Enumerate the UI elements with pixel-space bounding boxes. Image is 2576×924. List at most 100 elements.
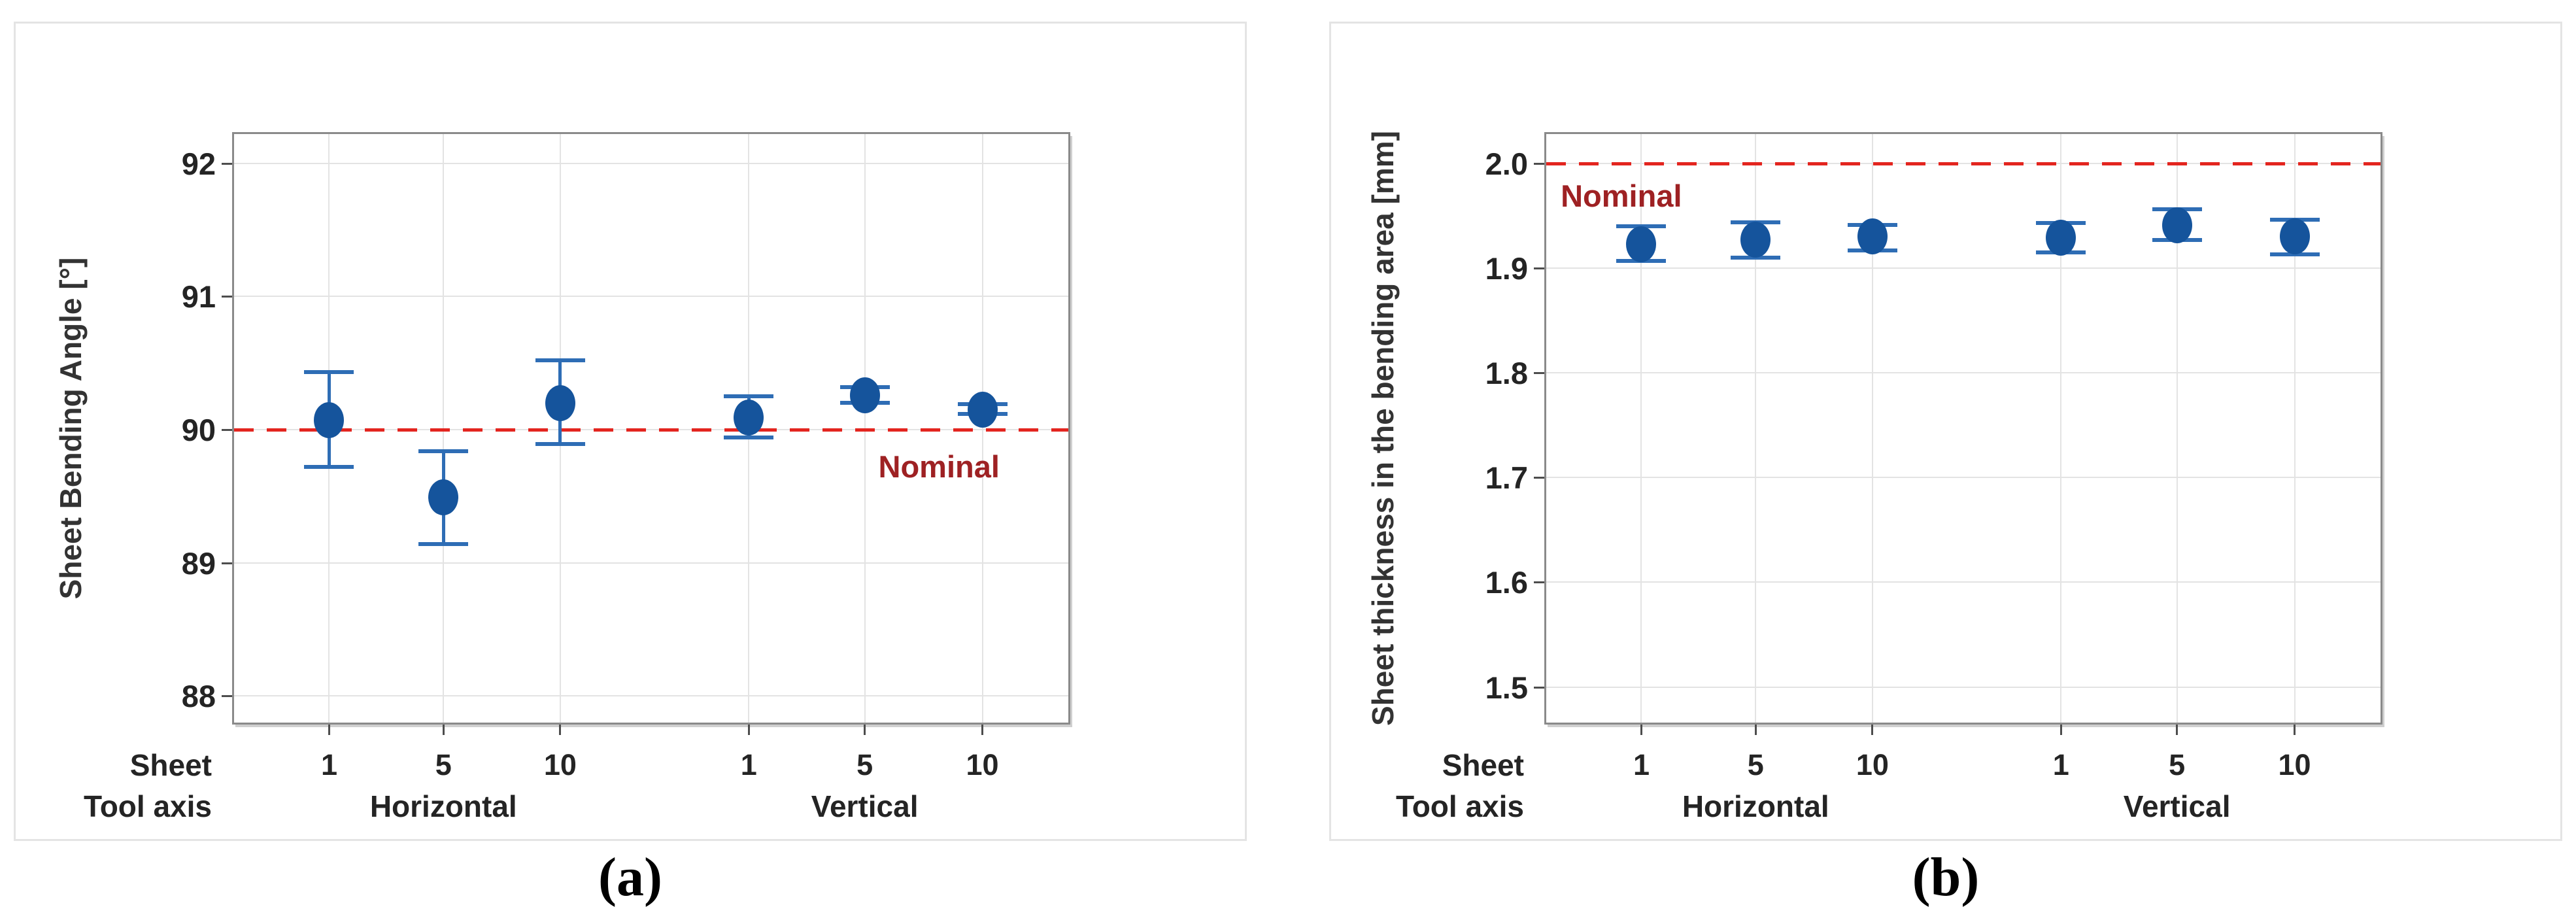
nominal-reference-line	[234, 428, 1068, 432]
gridline-horizontal	[234, 562, 1068, 564]
gridline-horizontal	[1546, 372, 2381, 374]
x-axis-tick	[864, 725, 866, 735]
plot-frame	[232, 132, 1070, 725]
gridline-horizontal	[1546, 477, 2381, 479]
x-axis-tick	[2176, 725, 2178, 735]
sheet-tick-label: 10	[2278, 748, 2311, 781]
gridline-horizontal	[1546, 686, 2381, 688]
data-point-marker	[1740, 222, 1771, 258]
y-tick-label: 1.5	[1485, 670, 1528, 705]
y-axis-tick	[1534, 162, 1544, 165]
gridline-horizontal	[234, 162, 1068, 164]
data-point-marker	[1857, 218, 1888, 255]
error-bar-cap-bottom	[535, 442, 585, 447]
y-axis-title: Sheet thickness in the bending area [mm]	[1366, 131, 1400, 726]
sheet-tick-label: 1	[320, 748, 337, 781]
y-tick-label: 90	[181, 413, 216, 448]
y-axis-tick	[1534, 372, 1544, 375]
gridline-vertical	[864, 134, 866, 723]
y-tick-label: 2.0	[1485, 146, 1528, 181]
gridline-vertical	[1871, 134, 1873, 723]
error-bar-cap-bottom	[724, 436, 774, 440]
gridline-vertical	[2060, 134, 2062, 723]
nominal-label: Nominal	[878, 449, 1000, 485]
tool-axis-group-label: Horizontal	[1682, 789, 1829, 823]
y-tick-label: 88	[181, 679, 216, 714]
caption-a: (a)	[598, 847, 662, 908]
y-axis-tick	[222, 562, 232, 564]
y-tick-label: 1.9	[1485, 250, 1528, 286]
y-axis-tick	[222, 296, 232, 298]
y-axis-tick	[222, 162, 232, 165]
data-point-marker	[314, 402, 345, 439]
sheet-tick-label: 10	[1856, 748, 1889, 781]
data-point-marker	[2279, 218, 2310, 255]
y-axis-tick	[1534, 686, 1544, 689]
sheet-tick-label: 1	[740, 748, 757, 781]
sheet-tick-label: 5	[2169, 748, 2186, 781]
tool-axis-group-label: Vertical	[811, 789, 919, 823]
sheet-tick-label: 1	[2052, 748, 2069, 781]
gridline-horizontal	[1546, 267, 2381, 269]
data-point-marker	[545, 385, 575, 421]
y-tick-label: 1.8	[1485, 356, 1528, 391]
error-bar-cap-bottom	[418, 542, 469, 547]
y-tick-label: 1.6	[1485, 565, 1528, 600]
data-point-marker	[734, 400, 764, 436]
gridline-vertical	[443, 134, 445, 723]
x-axis-tick	[747, 725, 750, 735]
sheet-tick-label: 10	[966, 748, 999, 781]
error-bar-cap-top	[418, 449, 469, 453]
y-axis-tick	[1534, 477, 1544, 479]
y-axis-tick	[222, 429, 232, 432]
y-tick-label: 92	[181, 146, 216, 181]
y-axis-title: Sheet Bending Angle [°]	[54, 257, 88, 600]
gridline-vertical	[1640, 134, 1642, 723]
y-tick-label: 91	[181, 279, 216, 315]
data-point-marker	[967, 391, 998, 428]
gridline-horizontal	[234, 695, 1068, 697]
sheet-tick-label: 5	[856, 748, 873, 781]
sheet-tick-label: 10	[543, 748, 577, 781]
data-point-marker	[2046, 220, 2076, 256]
gridline-vertical	[2294, 134, 2296, 723]
sheet-row-header: Sheet	[129, 748, 212, 782]
sheet-tick-label: 1	[1633, 748, 1650, 781]
caption-b: (b)	[1912, 847, 1980, 908]
tool-axis-row-header: Tool axis	[84, 789, 212, 823]
data-point-marker	[1626, 226, 1657, 262]
data-point-marker	[849, 377, 880, 413]
error-bar-cap-top	[535, 358, 585, 363]
nominal-reference-line	[1546, 162, 2381, 165]
tool-axis-group-label: Horizontal	[369, 789, 517, 823]
error-bar-cap-top	[724, 394, 774, 399]
figure-panel-b	[1329, 22, 2562, 841]
data-point-marker	[2161, 207, 2192, 243]
gridline-horizontal	[234, 296, 1068, 298]
sheet-tick-label: 5	[1747, 748, 1764, 781]
y-axis-tick	[1534, 581, 1544, 584]
x-axis-tick	[1640, 725, 1642, 735]
data-point-marker	[428, 479, 459, 516]
gridline-vertical	[981, 134, 983, 723]
plot-frame	[1544, 132, 2382, 725]
y-tick-label: 89	[181, 545, 216, 581]
tool-axis-row-header: Tool axis	[1396, 789, 1524, 823]
x-axis-tick	[442, 725, 445, 735]
error-bar-cap-bottom	[2269, 252, 2320, 257]
error-bar-cap-top	[304, 370, 354, 375]
tool-axis-group-label: Vertical	[2123, 789, 2231, 823]
x-axis-tick	[981, 725, 984, 735]
x-axis-tick	[2059, 725, 2062, 735]
y-axis-tick	[222, 695, 232, 698]
x-axis-tick	[328, 725, 330, 735]
sheet-tick-label: 5	[435, 748, 452, 781]
x-axis-tick	[559, 725, 562, 735]
error-bar-cap-bottom	[304, 465, 354, 470]
x-axis-tick	[1754, 725, 1757, 735]
x-axis-tick	[2294, 725, 2296, 735]
nominal-label: Nominal	[1561, 178, 1682, 213]
gridline-horizontal	[1546, 581, 2381, 583]
y-tick-label: 1.7	[1485, 460, 1528, 496]
